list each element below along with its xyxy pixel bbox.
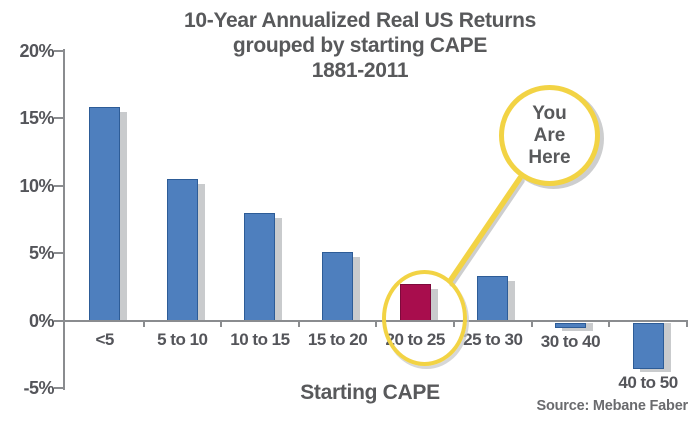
y-tick [54, 319, 64, 322]
category-label: 30 to 40 [540, 331, 601, 351]
you-are-here-line1: You [532, 102, 567, 124]
y-tick [54, 49, 64, 52]
bar [89, 107, 121, 322]
chart-title: 10-Year Annualized Real US Returns group… [150, 8, 570, 83]
y-tick-label: 20% [19, 40, 54, 61]
bar [244, 212, 276, 322]
y-axis-line [63, 49, 65, 390]
chart-title-line2: grouped by starting CAPE [232, 34, 488, 57]
y-tick [54, 117, 64, 119]
y-tick [54, 252, 64, 254]
x-tick [608, 321, 611, 327]
y-tick-label: 15% [19, 108, 54, 128]
y-tick [54, 184, 64, 187]
y-tick-label: 0% [28, 310, 55, 331]
bar [477, 275, 509, 322]
category-label: 25 to 30 [463, 329, 523, 349]
you-are-here-bubble: You Are Here [499, 85, 600, 186]
you-are-here-line2: Are [533, 124, 566, 146]
highlight-circle [382, 270, 467, 366]
x-tick [142, 321, 145, 327]
category-label: 15 to 20 [307, 329, 368, 349]
bar [322, 251, 354, 322]
category-label: 40 to 50 [618, 373, 678, 393]
category-label: 5 to 10 [157, 329, 208, 349]
y-tick-label: 5% [28, 243, 55, 263]
chart-title-line1: 10-Year Annualized Real US Returns [184, 9, 536, 32]
x-tick [530, 321, 533, 327]
chart-title-line3: 1881-2011 [311, 59, 409, 82]
x-tick [297, 321, 300, 327]
y-tick-label: 10% [19, 175, 54, 196]
y-tick [54, 387, 64, 389]
you-are-here-line3: Here [528, 146, 571, 168]
bar [554, 322, 586, 328]
category-label: 10 to 15 [230, 329, 290, 349]
x-tick [220, 321, 223, 327]
x-tick [375, 321, 378, 327]
x-tick [685, 321, 688, 327]
x-axis-title: Starting CAPE [300, 381, 440, 404]
bar [166, 178, 198, 322]
x-axis-line [63, 320, 688, 322]
source-note: Source: Mebane Faber [536, 398, 688, 414]
bar [632, 322, 664, 370]
y-tick-label: -5% [23, 378, 54, 398]
category-label: <5 [95, 329, 114, 349]
